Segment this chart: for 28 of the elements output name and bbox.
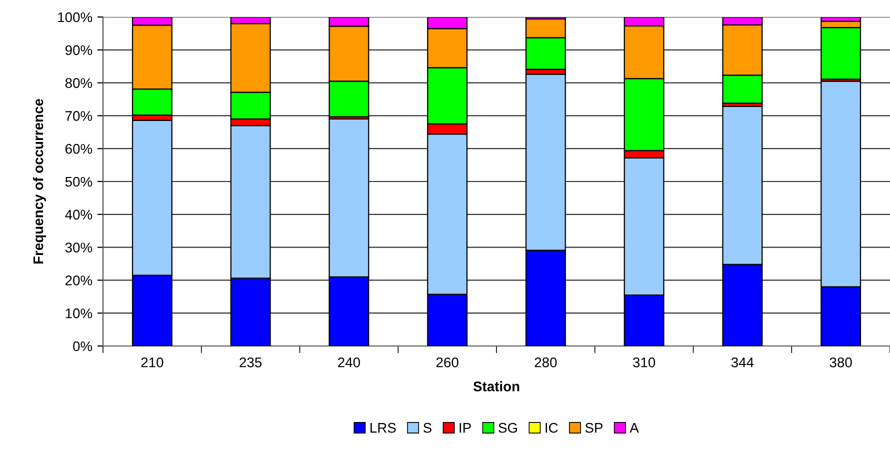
legend-label: S <box>423 422 432 433</box>
y-tick-label: 40% <box>65 210 92 220</box>
y-tick-label: 70% <box>66 111 92 121</box>
x-tick-label: 280 <box>534 357 557 368</box>
y-tick-label: 50% <box>65 176 92 187</box>
x-tick-label: 380 <box>830 357 852 368</box>
x-tick-label: 260 <box>436 357 458 368</box>
x-tick-label: 310 <box>633 357 656 368</box>
x-tick-label: 344 <box>731 357 754 368</box>
legend-label: IP <box>460 423 471 433</box>
legend-label: LRS <box>370 422 396 433</box>
legend-label: A <box>630 423 639 433</box>
y-tick-label: 30% <box>65 242 92 252</box>
y-axis-title: Frequency of occurrence <box>33 98 46 264</box>
y-tick-label: 80% <box>65 78 92 88</box>
x-tick-label: 235 <box>240 357 262 368</box>
y-tick-label: 10% <box>66 308 92 318</box>
y-tick-label: 60% <box>65 144 92 154</box>
y-tick-label: 90% <box>65 45 92 56</box>
x-tick-label: 240 <box>338 357 360 368</box>
legend-label: SP <box>585 422 602 433</box>
y-tick-label: 20% <box>65 276 92 286</box>
x-tick-label: 210 <box>141 357 164 368</box>
legend-label: IC <box>546 422 558 433</box>
y-tick-label: 0% <box>73 341 92 352</box>
x-axis-title: Station <box>473 381 520 392</box>
legend-label: SG <box>498 422 517 433</box>
y-tick-label: 100% <box>58 12 92 22</box>
